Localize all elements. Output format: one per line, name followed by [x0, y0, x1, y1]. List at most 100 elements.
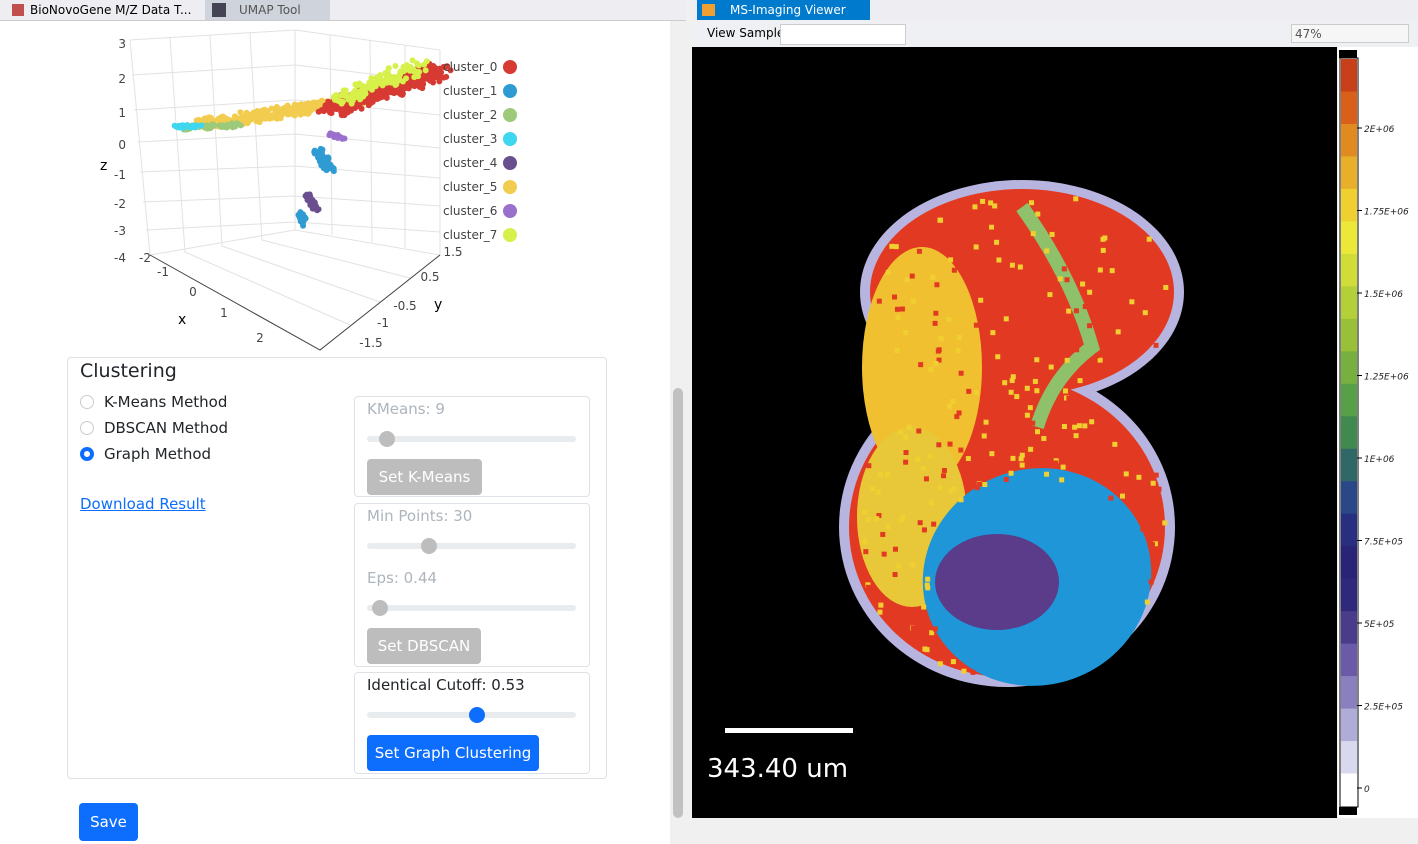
legend-swatch[interactable] — [503, 60, 517, 74]
speck — [1143, 322, 1149, 328]
tab-active[interactable]: MS-Imaging Viewer — [697, 0, 870, 20]
speck — [1121, 476, 1127, 482]
button[interactable]: Set DBSCAN — [367, 628, 481, 664]
point — [307, 193, 314, 200]
legend-label[interactable]: cluster_5 — [443, 180, 497, 194]
speck — [910, 562, 916, 568]
speck — [932, 320, 938, 326]
speck — [1019, 452, 1025, 458]
speck — [992, 315, 998, 321]
point — [303, 109, 310, 116]
speck — [1156, 486, 1162, 492]
speck — [894, 347, 900, 353]
tab-active[interactable]: UMAP Tool — [205, 0, 330, 20]
radio[interactable] — [80, 447, 94, 461]
slider-thumb[interactable] — [469, 707, 485, 723]
point — [361, 88, 368, 95]
speck — [936, 357, 942, 363]
colorbar-cell — [1341, 351, 1357, 385]
legend-label[interactable]: cluster_3 — [443, 132, 497, 146]
colorbar-cell — [1341, 773, 1357, 807]
speck — [1057, 434, 1063, 440]
legend-swatch[interactable] — [503, 228, 517, 242]
speck — [972, 204, 978, 210]
radio-label[interactable]: DBSCAN Method — [104, 419, 229, 437]
speck — [1071, 339, 1077, 345]
speck — [911, 298, 917, 304]
speck — [1150, 480, 1156, 486]
tab[interactable]: BioNovoGene M/Z Data T... — [30, 3, 192, 17]
speck — [909, 273, 915, 279]
radio[interactable] — [80, 395, 94, 409]
download-link[interactable]: Download Result — [80, 495, 206, 513]
speck — [937, 484, 943, 490]
y-tick-label: -1.5 — [359, 336, 382, 350]
sample-dropdown[interactable] — [780, 24, 906, 45]
zoom-dropdown[interactable]: 47% — [1291, 24, 1409, 43]
legend-label[interactable]: cluster_7 — [443, 228, 497, 242]
speck — [1061, 424, 1067, 430]
slider-thumb[interactable] — [372, 600, 388, 616]
colorbar-cell — [1341, 513, 1357, 547]
point — [307, 201, 314, 208]
speck — [906, 424, 912, 430]
button[interactable]: Set Graph Clustering — [367, 735, 539, 771]
slider-thumb[interactable] — [421, 538, 437, 554]
legend-swatch[interactable] — [503, 204, 517, 218]
axes — [149, 254, 441, 351]
speck — [937, 661, 943, 667]
legend-swatch[interactable] — [503, 156, 517, 170]
point — [297, 216, 304, 223]
speck — [892, 294, 898, 300]
speck — [1022, 368, 1028, 374]
speck — [958, 497, 964, 503]
legend-swatch[interactable] — [503, 132, 517, 146]
legend-label[interactable]: cluster_6 — [443, 204, 497, 218]
scroll-thumb[interactable] — [673, 388, 683, 818]
legend-label[interactable]: cluster_0 — [443, 60, 497, 74]
speck — [992, 344, 998, 350]
speck — [980, 198, 986, 204]
legend-swatch[interactable] — [503, 108, 517, 122]
point — [380, 88, 387, 95]
speck — [1150, 552, 1156, 558]
speck — [1140, 515, 1146, 521]
speck — [1018, 456, 1024, 462]
colorbar-cell — [1341, 643, 1357, 677]
point — [335, 134, 342, 141]
speck — [973, 322, 979, 328]
speck — [970, 669, 976, 675]
point — [374, 95, 381, 102]
speck — [1011, 417, 1017, 423]
legend-label[interactable]: cluster_1 — [443, 84, 497, 98]
radio-label[interactable]: Graph Method — [104, 445, 212, 463]
point — [415, 73, 422, 80]
radio[interactable] — [80, 421, 94, 435]
legend-swatch[interactable] — [503, 180, 517, 194]
speck — [1052, 318, 1058, 324]
legend-label[interactable]: cluster_4 — [443, 156, 497, 170]
speck — [956, 410, 962, 416]
radio-label[interactable]: K-Means Method — [104, 393, 228, 411]
z-tick-label: -2 — [114, 197, 126, 211]
legend-swatch[interactable] — [503, 84, 517, 98]
speck — [1009, 262, 1015, 268]
speck — [1075, 219, 1081, 225]
point — [399, 78, 406, 85]
colorbar-cap — [1339, 807, 1357, 815]
button[interactable]: Set K-Means — [367, 459, 482, 495]
point — [268, 105, 275, 112]
speck — [898, 517, 904, 523]
speck — [1043, 267, 1049, 273]
legend-label[interactable]: cluster_2 — [443, 108, 497, 122]
speck — [1100, 247, 1106, 253]
speck — [878, 602, 884, 608]
speck — [889, 243, 895, 249]
left-tabbar — [0, 0, 686, 21]
speck — [1064, 357, 1070, 363]
speck — [894, 306, 900, 312]
speck — [988, 200, 994, 206]
save-button[interactable]: Save — [79, 803, 138, 841]
y-title: y — [434, 297, 442, 313]
slider-thumb[interactable] — [379, 431, 395, 447]
